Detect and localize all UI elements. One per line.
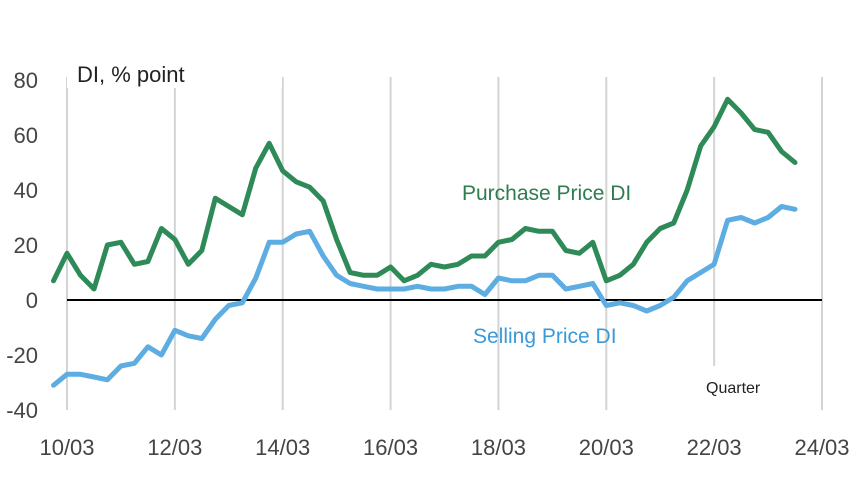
series-lines bbox=[51, 96, 798, 388]
x-tick-label: 24/03 bbox=[794, 435, 849, 460]
purchase-price-line bbox=[51, 96, 798, 292]
quarter-label-box bbox=[683, 366, 809, 412]
x-tick-label: 18/03 bbox=[471, 435, 526, 460]
x-axis-label: Quarter bbox=[706, 380, 761, 397]
x-tick-label: 12/03 bbox=[147, 435, 202, 460]
grid-lines bbox=[66, 58, 823, 410]
x-axis-ticks: 10/03 12/03 14/03 16/03 18/03 20/03 22/03 24/03 bbox=[39, 435, 849, 460]
x-tick-label: 22/03 bbox=[687, 435, 742, 460]
purchase-price-label: Purchase Price DI bbox=[462, 182, 631, 205]
selling-price-line bbox=[51, 204, 798, 388]
x-tick-label: 10/03 bbox=[39, 435, 94, 460]
x-tick-label: 14/03 bbox=[255, 435, 310, 460]
y-tick-label: 20 bbox=[14, 233, 38, 258]
selling-price-label: Selling Price DI bbox=[473, 325, 617, 348]
x-tick-label: 20/03 bbox=[579, 435, 634, 460]
y-tick-label: 80 bbox=[14, 68, 38, 93]
y-tick-label: 60 bbox=[14, 123, 38, 148]
y-tick-label: -20 bbox=[6, 343, 38, 368]
y-axis-label: DI, % point bbox=[77, 62, 185, 87]
y-axis-ticks: 80 60 40 20 0 -20 -40 bbox=[6, 68, 38, 423]
y-tick-label: -40 bbox=[6, 398, 38, 423]
y-tick-label: 40 bbox=[14, 178, 38, 203]
x-tick-label: 16/03 bbox=[363, 435, 418, 460]
label-background bbox=[67, 58, 282, 88]
y-tick-label: 0 bbox=[26, 288, 38, 313]
